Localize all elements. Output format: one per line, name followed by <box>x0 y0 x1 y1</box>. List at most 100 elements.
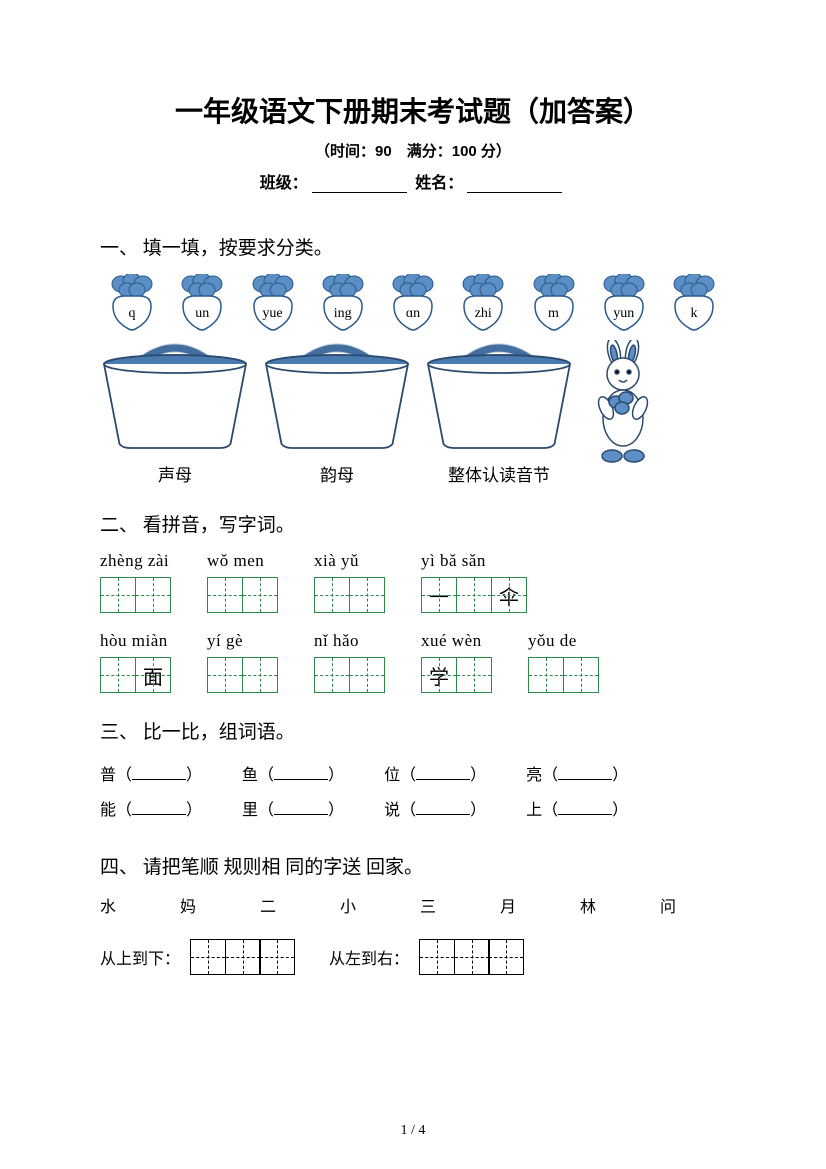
basket-item: 声母 <box>100 340 250 486</box>
compare-blank[interactable] <box>132 779 186 780</box>
section2-heading: 二、 看拼音，写字词。 <box>100 510 726 537</box>
char-cell[interactable] <box>207 657 243 693</box>
compare-grid: 普（）鱼（）位（）亮（）能（）里（）说（）上（） <box>100 758 726 828</box>
name-blank[interactable] <box>467 192 562 193</box>
section1-heading: 一、 填一填，按要求分类。 <box>100 233 726 260</box>
char-cell[interactable] <box>349 577 385 613</box>
radish-item: yue <box>243 274 303 334</box>
radish-item: k <box>664 274 724 334</box>
char-cell[interactable] <box>528 657 564 693</box>
char-cell[interactable] <box>456 657 492 693</box>
pinyin-item: yí gè <box>207 631 278 693</box>
char-cell[interactable] <box>207 577 243 613</box>
char-box-group[interactable] <box>100 577 171 613</box>
char-cell[interactable]: 学 <box>421 657 457 693</box>
char-cell[interactable]: 伞 <box>491 577 527 613</box>
pinyin-item: wǒ men <box>207 551 278 613</box>
pinyin-text: yì bǎ sǎn <box>421 551 527 571</box>
pinyin-text: hòu miàn <box>100 631 171 651</box>
char-box-group[interactable]: 学 <box>421 657 492 693</box>
radish-label: zhi <box>453 306 513 322</box>
char-box-group[interactable] <box>207 577 278 613</box>
radish-label: yue <box>243 306 303 322</box>
char-cell[interactable]: 一 <box>421 577 457 613</box>
page-number: 1 / 4 <box>0 1123 826 1139</box>
left-to-right-label: 从左到右： <box>329 945 409 969</box>
compare-blank[interactable] <box>558 814 612 815</box>
radish-item: ɑn <box>383 274 443 334</box>
compare-blank[interactable] <box>558 779 612 780</box>
compare-item: 亮（） <box>526 758 628 793</box>
compare-item: 普（） <box>100 758 202 793</box>
char-cell[interactable] <box>100 657 136 693</box>
pinyin-text: wǒ men <box>207 551 278 571</box>
compare-blank[interactable] <box>274 814 328 815</box>
char-cell[interactable] <box>135 577 171 613</box>
radish-item: m <box>524 274 584 334</box>
char-box-group[interactable] <box>314 657 385 693</box>
radish-label: m <box>524 306 584 322</box>
compare-blank[interactable] <box>274 779 328 780</box>
top-to-bottom-boxes[interactable] <box>190 939 295 975</box>
exam-title: 一年级语文下册期末考试题（加答案） <box>100 90 726 130</box>
char-box-group[interactable] <box>207 657 278 693</box>
radish-label: un <box>172 306 232 322</box>
char-cell[interactable] <box>349 657 385 693</box>
class-blank[interactable] <box>312 192 407 193</box>
char-box-group[interactable] <box>314 577 385 613</box>
radish-row: q un yue ing <box>100 274 726 334</box>
compare-item: 位（） <box>384 758 486 793</box>
left-to-right-boxes[interactable] <box>419 939 524 975</box>
char-cell[interactable] <box>563 657 599 693</box>
pinyin-text: zhèng zài <box>100 551 171 571</box>
section3-heading: 三、 比一比，组词语。 <box>100 717 726 744</box>
pinyin-item: yǒu de <box>528 631 599 693</box>
pinyin-item: zhèng zài <box>100 551 171 613</box>
radish-label: q <box>102 306 162 322</box>
basket-label: 整体认读音节 <box>424 461 574 486</box>
char-cell[interactable] <box>242 577 278 613</box>
section4-heading: 四、 请把笔顺 规则相 同的字送 回家。 <box>100 852 726 879</box>
student-info-line: 班级： 姓名： <box>100 169 726 193</box>
pinyin-item: xué wèn学 <box>421 631 492 693</box>
char-cell[interactable] <box>100 577 136 613</box>
basket-label: 声母 <box>100 461 250 486</box>
rabbit-icon <box>586 340 666 475</box>
compare-item: 鱼（） <box>242 758 344 793</box>
pinyin-item: xià yǔ <box>314 551 385 613</box>
stroke-row: 从上到下： 从左到右： <box>100 939 726 975</box>
char-box-group[interactable]: 一伞 <box>421 577 527 613</box>
char-box-group[interactable]: 面 <box>100 657 171 693</box>
char-cell[interactable] <box>456 577 492 613</box>
radish-label: ing <box>313 306 373 322</box>
radish-item: yun <box>594 274 654 334</box>
pinyin-text: nǐ hǎo <box>314 631 385 651</box>
char-cell[interactable] <box>314 577 350 613</box>
radish-label: ɑn <box>383 306 443 322</box>
radish-item: ing <box>313 274 373 334</box>
compare-item: 上（） <box>526 793 628 828</box>
pinyin-item: nǐ hǎo <box>314 631 385 693</box>
basket-label: 韵母 <box>262 461 412 486</box>
compare-blank[interactable] <box>132 814 186 815</box>
char-cell[interactable] <box>314 657 350 693</box>
basket-item: 韵母 <box>262 340 412 486</box>
compare-blank[interactable] <box>416 779 470 780</box>
name-label: 姓名： <box>415 175 463 192</box>
radish-item: un <box>172 274 232 334</box>
char-list: 水 妈 二 小 三 月 林 问 <box>100 893 726 917</box>
char-cell[interactable]: 面 <box>135 657 171 693</box>
pinyin-text: xià yǔ <box>314 551 385 571</box>
compare-item: 里（） <box>242 793 344 828</box>
pinyin-item: hòu miàn 面 <box>100 631 171 693</box>
char-cell[interactable] <box>242 657 278 693</box>
pinyin-item: yì bǎ sǎn 一伞 <box>421 551 527 613</box>
compare-blank[interactable] <box>416 814 470 815</box>
exam-subtitle: （时间：90 满分：100 分） <box>100 140 726 161</box>
char-box-group[interactable] <box>528 657 599 693</box>
pinyin-text: yí gè <box>207 631 278 651</box>
top-to-bottom-label: 从上到下： <box>100 945 180 969</box>
basket-row: 声母 韵母 整体认读音节 <box>100 340 726 486</box>
radish-label: k <box>664 306 724 322</box>
radish-item: zhi <box>453 274 513 334</box>
